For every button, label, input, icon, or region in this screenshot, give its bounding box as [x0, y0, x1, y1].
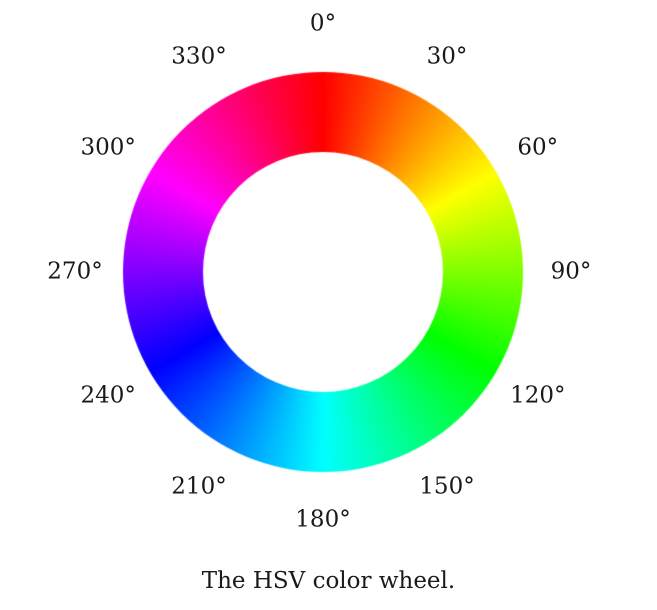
angle-label-0: 0°: [309, 10, 337, 37]
angle-label-180: 180°: [295, 506, 351, 533]
angle-label-330: 330°: [171, 43, 227, 70]
hsv-color-wheel-ring: [0, 0, 657, 545]
angle-label-210: 210°: [171, 473, 227, 500]
angle-label-240: 240°: [80, 382, 136, 409]
angle-label-60: 60°: [517, 134, 559, 161]
angle-label-90: 90°: [550, 258, 592, 285]
angle-label-300: 300°: [80, 134, 136, 161]
angle-label-150: 150°: [419, 473, 475, 500]
figure-caption: The HSV color wheel.: [201, 568, 456, 594]
angle-label-120: 120°: [510, 382, 566, 409]
angle-label-270: 270°: [47, 258, 103, 285]
angle-label-30: 30°: [426, 43, 468, 70]
hsv-color-wheel-figure: 0° 30° 60° 90° 120° 150° 180° 210° 240° 270° 300° 3…: [0, 0, 657, 545]
